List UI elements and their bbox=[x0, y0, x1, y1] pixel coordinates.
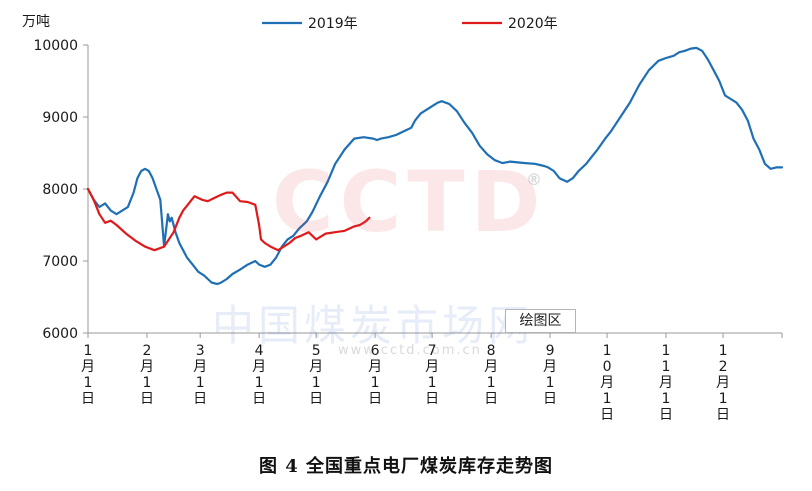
x-tick-label-char: 1 bbox=[312, 375, 321, 391]
series-line-2 bbox=[86, 187, 371, 252]
x-tick-label-char: 月 bbox=[716, 375, 730, 391]
watermark-logo: CCTD ® bbox=[272, 160, 542, 244]
x-tick-label-char: 日 bbox=[368, 391, 382, 407]
x-tick-label-char: 月 bbox=[425, 359, 439, 375]
x-tick-label-char: 1 bbox=[546, 375, 555, 391]
y-tick-label: 9000 bbox=[42, 110, 78, 126]
watermark-chinese-text: 中国煤炭市场网 bbox=[212, 301, 535, 350]
y-axis-unit-label: 万吨 bbox=[22, 14, 50, 30]
x-tick-label-char: 1 bbox=[662, 343, 671, 359]
x-tick-label-char: 日 bbox=[484, 391, 498, 407]
x-tick-label-char: 1 bbox=[255, 375, 264, 391]
x-tick-label-char: 1 bbox=[84, 375, 93, 391]
x-tick-label-char: 1 bbox=[662, 359, 671, 375]
x-tick-label-char: 5 bbox=[312, 343, 321, 359]
y-tick-label: 8000 bbox=[42, 182, 78, 198]
x-tick-label-char: 0 bbox=[603, 359, 612, 375]
x-tick-label-char: 8 bbox=[487, 343, 496, 359]
x-tick-label-char: 1 bbox=[428, 375, 437, 391]
x-tick-label-char: 2 bbox=[719, 359, 728, 375]
x-tick-label-char: 日 bbox=[543, 391, 557, 407]
x-tick-label-char: 月 bbox=[252, 359, 266, 375]
figure-caption: 图 4 全国重点电厂煤炭库存走势图 bbox=[258, 456, 554, 477]
x-tick-label-char: 4 bbox=[255, 343, 264, 359]
x-tick-label-char: 1 bbox=[719, 391, 728, 407]
x-tick-label-char: 9 bbox=[546, 343, 555, 359]
x-tick-label-char: 日 bbox=[193, 391, 207, 407]
x-tick-label-char: 1 bbox=[603, 343, 612, 359]
x-tick-label-char: 月 bbox=[368, 359, 382, 375]
x-tick-label-char: 2 bbox=[142, 343, 151, 359]
x-tick-label-char: 1 bbox=[662, 391, 671, 407]
x-tick-label-char: 日 bbox=[252, 391, 266, 407]
x-tick-label-char: 月 bbox=[81, 359, 95, 375]
x-tick-label-char: 7 bbox=[428, 343, 437, 359]
watermark-logo-text: CCTD bbox=[272, 153, 547, 251]
x-tick-label-char: 日 bbox=[659, 407, 673, 423]
y-tick-label: 10000 bbox=[33, 38, 78, 54]
x-tick-label-char: 日 bbox=[81, 391, 95, 407]
x-tick-label-char: 月 bbox=[659, 375, 673, 391]
x-tick-label-char: 1 bbox=[719, 343, 728, 359]
x-tick-label-char: 1 bbox=[487, 375, 496, 391]
x-tick-label-char: 月 bbox=[309, 359, 323, 375]
x-tick-label-char: 月 bbox=[543, 359, 557, 375]
x-tick-label-char: 3 bbox=[196, 343, 205, 359]
x-tick-label-char: 1 bbox=[603, 391, 612, 407]
x-tick-label-char: 1 bbox=[142, 375, 151, 391]
legend-label-2: 2020年 bbox=[508, 16, 558, 32]
x-tick-label-char: 月 bbox=[140, 359, 154, 375]
plot-area-tooltip: 绘图区 bbox=[505, 309, 576, 333]
x-tick-label-char: 月 bbox=[484, 359, 498, 375]
x-tick-label-char: 日 bbox=[309, 391, 323, 407]
x-tick-label-char: 1 bbox=[196, 375, 205, 391]
series-layer bbox=[86, 46, 784, 286]
x-tick-label-char: 6 bbox=[371, 343, 380, 359]
x-tick-label-char: 日 bbox=[425, 391, 439, 407]
x-tick-label-char: 月 bbox=[193, 359, 207, 375]
y-tick-label: 6000 bbox=[42, 326, 78, 342]
x-tick-label-char: 1 bbox=[84, 343, 93, 359]
legend-label-1: 2019年 bbox=[308, 16, 358, 32]
x-tick-label-char: 1 bbox=[371, 375, 380, 391]
x-tick-label-char: 日 bbox=[600, 407, 614, 423]
series-line-1 bbox=[86, 46, 784, 286]
x-tick-label-char: 月 bbox=[600, 375, 614, 391]
watermark-url: www.cctd.com.cn bbox=[338, 343, 482, 358]
y-tick-label: 7000 bbox=[42, 254, 78, 270]
x-tick-label-char: 日 bbox=[140, 391, 154, 407]
watermark-registered-mark: ® bbox=[526, 170, 548, 189]
x-tick-label-char: 日 bbox=[716, 407, 730, 423]
chart-legend: 2019年 2020年 bbox=[262, 16, 558, 32]
